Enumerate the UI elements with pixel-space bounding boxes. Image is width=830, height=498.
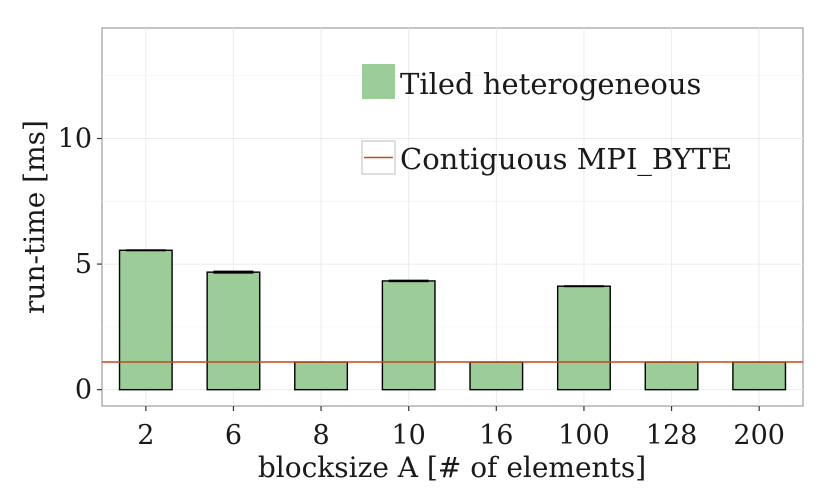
legend-label-line: Contiguous MPI_BYTE <box>400 142 732 177</box>
bar <box>118 249 173 391</box>
error-bar <box>563 285 604 288</box>
legend-label-bars: Tiled heterogeneous <box>400 67 701 101</box>
bar <box>294 361 349 391</box>
bars <box>118 249 787 391</box>
error-bar <box>213 270 254 274</box>
bar <box>556 285 611 391</box>
bar <box>206 271 261 391</box>
y-axis-title: run-time [ms] <box>18 120 51 314</box>
y-tick-label: 5 <box>75 249 92 280</box>
bar <box>381 280 436 391</box>
bar <box>469 361 524 391</box>
x-tick-label: 200 <box>733 420 785 451</box>
error-bar <box>388 279 429 283</box>
bar <box>732 361 787 391</box>
bar <box>644 361 699 391</box>
x-tick-label: 6 <box>225 420 242 451</box>
x-tick-label: 2 <box>137 420 154 451</box>
x-tick-label: 10 <box>392 420 426 451</box>
x-tick-label: 100 <box>558 420 610 451</box>
legend-key-bar <box>362 64 395 99</box>
x-tick-label: 128 <box>646 420 698 451</box>
x-tick-label: 16 <box>479 420 513 451</box>
error-bar <box>125 249 166 252</box>
x-tick-label: 8 <box>312 420 329 451</box>
axes: 0 5 10 2 6 8 10 16 100 128 200 <box>58 124 785 451</box>
legend: Tiled heterogeneous Contiguous MPI_BYTE <box>361 64 732 177</box>
y-tick-label: 10 <box>58 124 92 155</box>
x-axis-title: blocksize A [# of elements] <box>258 451 646 484</box>
y-tick-label: 0 <box>75 375 92 406</box>
